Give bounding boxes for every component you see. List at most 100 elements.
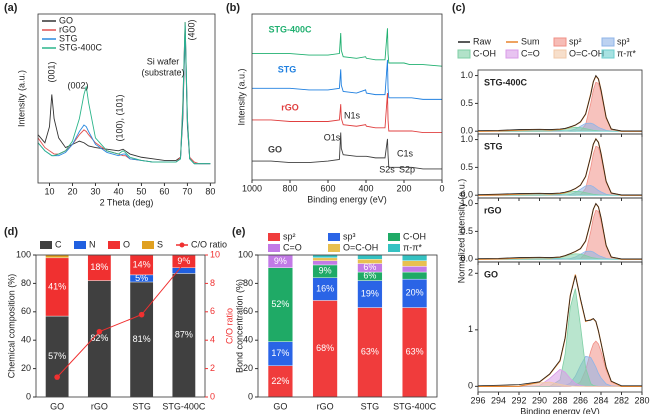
legend-label: STG-400C — [59, 42, 103, 52]
plot-frame — [257, 254, 438, 398]
x-tick-label: 20 — [67, 186, 77, 196]
bar-segment — [45, 254, 69, 259]
annotation: O1s — [324, 132, 341, 142]
curve-label: STG — [278, 64, 297, 74]
value-label: 17% — [271, 348, 289, 358]
x-tick-label: 282 — [614, 395, 629, 405]
bar-segment — [312, 257, 338, 261]
value-label: 5% — [135, 273, 148, 283]
annotation: S2p — [399, 164, 415, 174]
y-axis-label: Intensity (a.u.) — [236, 68, 246, 125]
y-tick-label: 1.0 — [460, 134, 473, 144]
y-axis-label: Normalized intensity (a.u.) — [456, 179, 466, 284]
x-tick-label: 200 — [396, 183, 411, 193]
x-tick-label: 40 — [113, 186, 123, 196]
panel-label: (c) — [452, 2, 466, 14]
bar-segment — [402, 271, 428, 280]
bar-segment — [402, 278, 428, 308]
legend-label: O=C-OH — [343, 242, 378, 252]
legend-label: N — [89, 239, 96, 249]
legend-swatch — [268, 233, 280, 241]
ratio-point — [138, 311, 145, 318]
legend-label: C=O — [283, 242, 302, 252]
x-tick-label: STG — [132, 401, 151, 411]
spectrum-line — [37, 22, 211, 165]
annotation: (substrate) — [141, 67, 184, 77]
value-label: 18% — [90, 262, 108, 272]
legend-label: π-π* — [403, 242, 422, 252]
y-tick-label: 20 — [21, 363, 31, 373]
legend-swatch — [553, 37, 567, 47]
legend-swatch — [388, 233, 400, 241]
legend-label: sp³ — [617, 36, 630, 46]
sum-curve — [477, 202, 642, 260]
raw-curve — [477, 202, 642, 260]
value-label: 57% — [48, 351, 66, 361]
legend-swatch — [108, 241, 120, 249]
legend-label: C=O — [521, 48, 540, 58]
x-tick-label: 400 — [358, 183, 373, 193]
y-tick-label: 2 — [210, 363, 215, 373]
y-tick-label: 40 — [243, 335, 253, 345]
x-tick-label: 290 — [532, 395, 547, 405]
value-label: 52% — [271, 299, 289, 309]
curve-label: GO — [268, 144, 282, 154]
y-tick-label: 0.0 — [460, 190, 473, 200]
x-tick-label: 50 — [136, 186, 146, 196]
panel-sample-label: GO — [484, 269, 498, 279]
bar-segment — [312, 260, 338, 266]
value-label: 20% — [406, 288, 424, 298]
bar-segment — [357, 280, 383, 308]
spectrum-line — [252, 28, 443, 67]
value-label: 63% — [406, 347, 424, 357]
ratio-point — [181, 260, 187, 267]
y-tick-label: 0.0 — [460, 254, 473, 264]
y-axis-label: Intensity (a.u.) — [16, 70, 26, 127]
x-tick-label: 284 — [593, 395, 608, 405]
x-tick-label: STG-400C — [393, 401, 437, 411]
panel-label: (d) — [4, 226, 18, 238]
y-tick-label: 0.5 — [460, 98, 473, 108]
y-axis-label: Chemical composition (%) — [6, 274, 16, 379]
component-peak — [478, 145, 642, 196]
annotation: Si wafer — [147, 56, 180, 66]
panel-label: (b) — [226, 2, 240, 14]
legend-label: sp² — [569, 36, 582, 46]
x-tick-label: 294 — [491, 395, 506, 405]
raw-curve — [477, 138, 642, 196]
bar-segment — [402, 307, 428, 398]
legend-label: GO — [59, 15, 73, 25]
panel-label: (e) — [232, 226, 246, 238]
value-label: 14% — [133, 259, 151, 269]
curve-label: STG-400C — [268, 24, 312, 34]
y-tick-label: 60 — [21, 306, 31, 316]
raw-curve — [477, 74, 642, 132]
legend-swatch — [505, 49, 519, 59]
value-label: 9% — [319, 266, 332, 276]
y-tick-label: 100 — [238, 249, 253, 259]
legend-swatch — [601, 49, 615, 59]
x-tick-label: 288 — [552, 395, 567, 405]
plot-frame — [35, 254, 206, 398]
value-label: 82% — [90, 333, 108, 343]
legend-label: C/O ratio — [191, 239, 227, 249]
y-tick-label: 20 — [243, 363, 253, 373]
x-axis-label: Binding energy (eV) — [520, 406, 600, 414]
bar-segment — [357, 259, 383, 264]
spectrum-line — [252, 93, 442, 134]
value-label: 68% — [316, 343, 334, 353]
y-tick-label: 8 — [210, 278, 215, 288]
y-tick-label: 6 — [210, 306, 215, 316]
y-tick-label: 80 — [243, 278, 253, 288]
x-tick-label: 296 — [470, 395, 485, 405]
legend-swatch — [179, 242, 185, 248]
y-tick-label: 0 — [248, 391, 253, 401]
legend-swatch — [601, 37, 615, 47]
x-tick-label: 60 — [159, 186, 169, 196]
legend-swatch — [40, 241, 52, 249]
x-tick-label: 280 — [634, 395, 649, 405]
panel-sample-label: rGO — [484, 205, 502, 215]
legend-label: C-OH — [473, 48, 496, 58]
spectrum-line — [252, 132, 442, 170]
y-tick-label: 0.5 — [460, 226, 473, 236]
